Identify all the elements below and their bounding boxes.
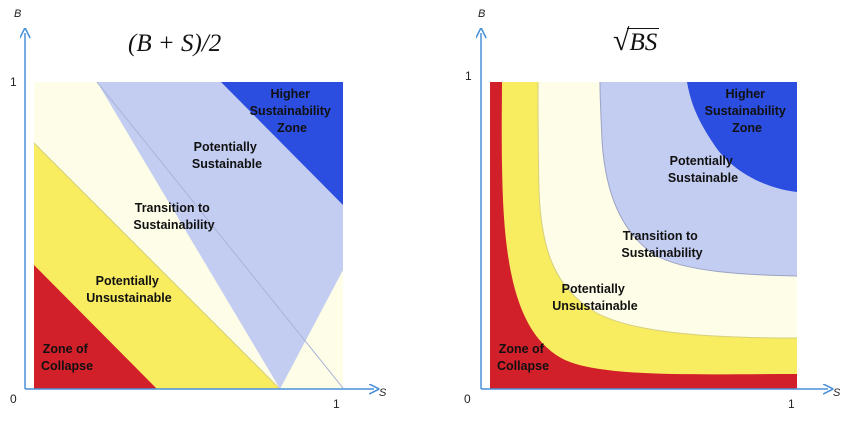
transition-zone-label: Transition to Sustainability <box>621 229 702 260</box>
x-axis-label: S <box>379 387 387 399</box>
left-diagram: B S 0 1 1 Higher Sustainability Zone Pot… <box>10 8 387 411</box>
right-panel: B S 0 1 1 Higher Sustainability Zone Pot… <box>425 0 850 421</box>
collapse-zone-label: Zone of Collapse <box>41 342 93 373</box>
left-formula: (B + S)/2 <box>128 30 222 57</box>
y-tick-1: 1 <box>10 75 17 89</box>
left-panel: B S 0 1 1 Higher Sustainability Zone Pot… <box>10 8 387 411</box>
y-tick-1: 1 <box>465 69 472 83</box>
y-axis-label: B <box>478 8 485 20</box>
right-formula: √ BS <box>613 24 660 57</box>
higher-sustainability-zone <box>221 82 343 205</box>
x-tick-1: 1 <box>788 397 795 411</box>
unsustainable-zone-label: Potentially Unsustainable <box>86 274 171 305</box>
collapse-zone <box>34 265 157 389</box>
y-axis-label: B <box>14 8 21 20</box>
higher-sustainability-zone <box>687 82 797 192</box>
unsustainable-zone-label: Potentially Unsustainable <box>552 282 637 313</box>
x-tick-1: 1 <box>333 397 340 411</box>
origin-label: 0 <box>464 392 471 406</box>
sustainable-zone-label: Potentially Sustainable <box>192 140 262 171</box>
collapse-zone-label: Zone of Collapse <box>497 342 549 373</box>
x-axis-label: S <box>833 387 841 399</box>
transition-zone-middle <box>34 82 280 389</box>
sustainable-zone-label: Potentially Sustainable <box>668 154 738 185</box>
origin-label: 0 <box>10 392 17 406</box>
right-diagram: B S 0 1 1 Higher Sustainability Zone Pot… <box>464 8 841 411</box>
transition-zone-label: Transition to Sustainability <box>133 201 214 232</box>
higher-zone-label: Higher Sustainability Zone <box>250 87 335 135</box>
higher-zone-label: Higher Sustainability Zone <box>705 87 790 135</box>
sqrt-icon: √ <box>613 24 630 57</box>
